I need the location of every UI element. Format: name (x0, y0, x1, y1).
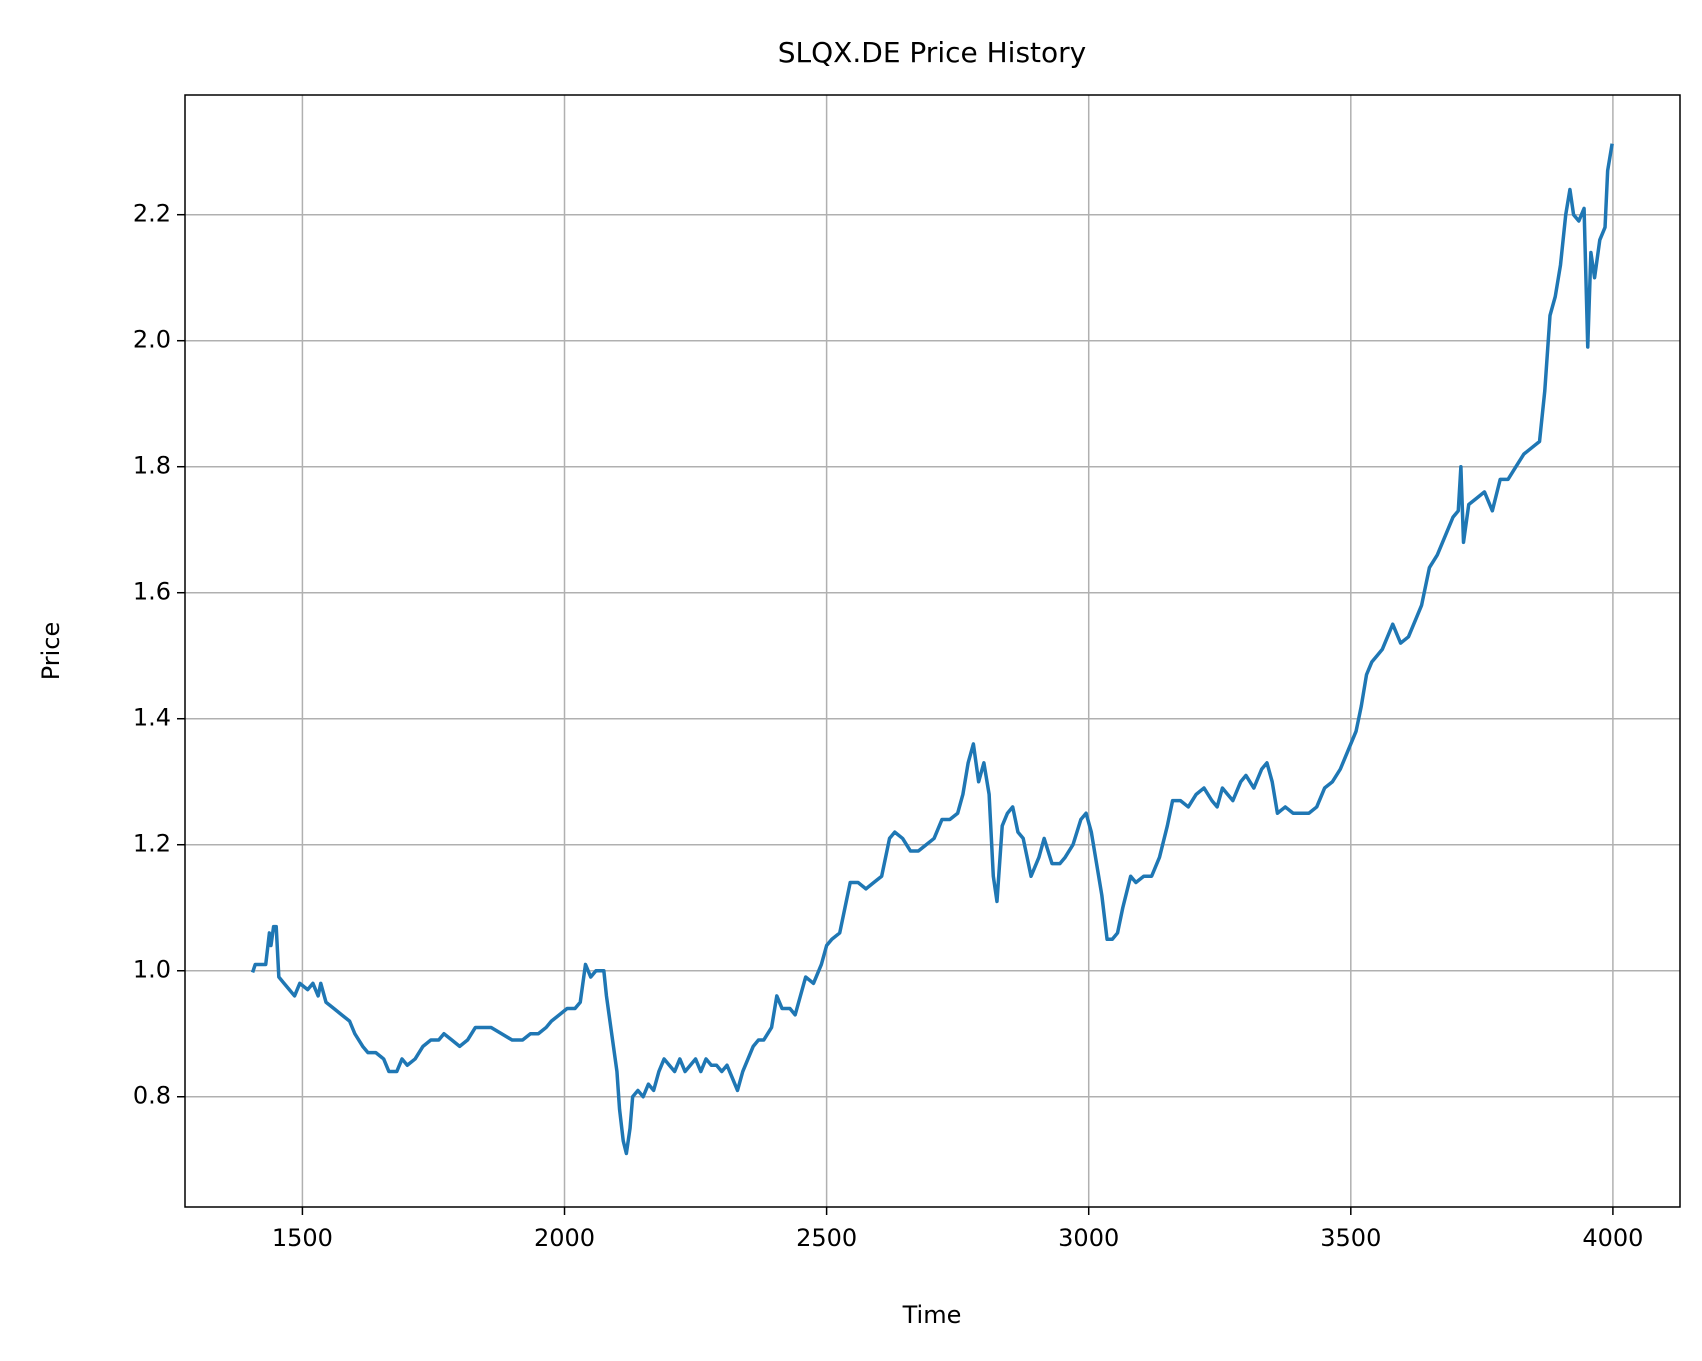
price-line (250, 143, 1614, 1156)
y-axis-label: Price (37, 622, 65, 681)
x-tick-label: 3500 (1320, 1224, 1381, 1252)
y-tick-label: 1.0 (133, 956, 171, 984)
x-tick-label: 2000 (534, 1224, 595, 1252)
y-tick-label: 1.4 (133, 704, 171, 732)
y-tick-label: 1.6 (133, 578, 171, 606)
y-tick-label: 1.2 (133, 830, 171, 858)
x-axis-label: Time (902, 1301, 962, 1329)
x-tick-label: 4000 (1582, 1224, 1643, 1252)
y-tick-label: 2.2 (133, 200, 171, 228)
y-tick-label: 2.0 (133, 326, 171, 354)
plot-frame (184, 94, 1681, 1208)
chart-title: SLQX.DE Price History (778, 36, 1086, 69)
x-tick-label: 3000 (1058, 1224, 1119, 1252)
x-tick-label: 2500 (796, 1224, 857, 1252)
x-tick-label: 1500 (272, 1224, 333, 1252)
y-tick-label: 1.8 (133, 452, 171, 480)
y-tick-label: 0.8 (133, 1082, 171, 1110)
